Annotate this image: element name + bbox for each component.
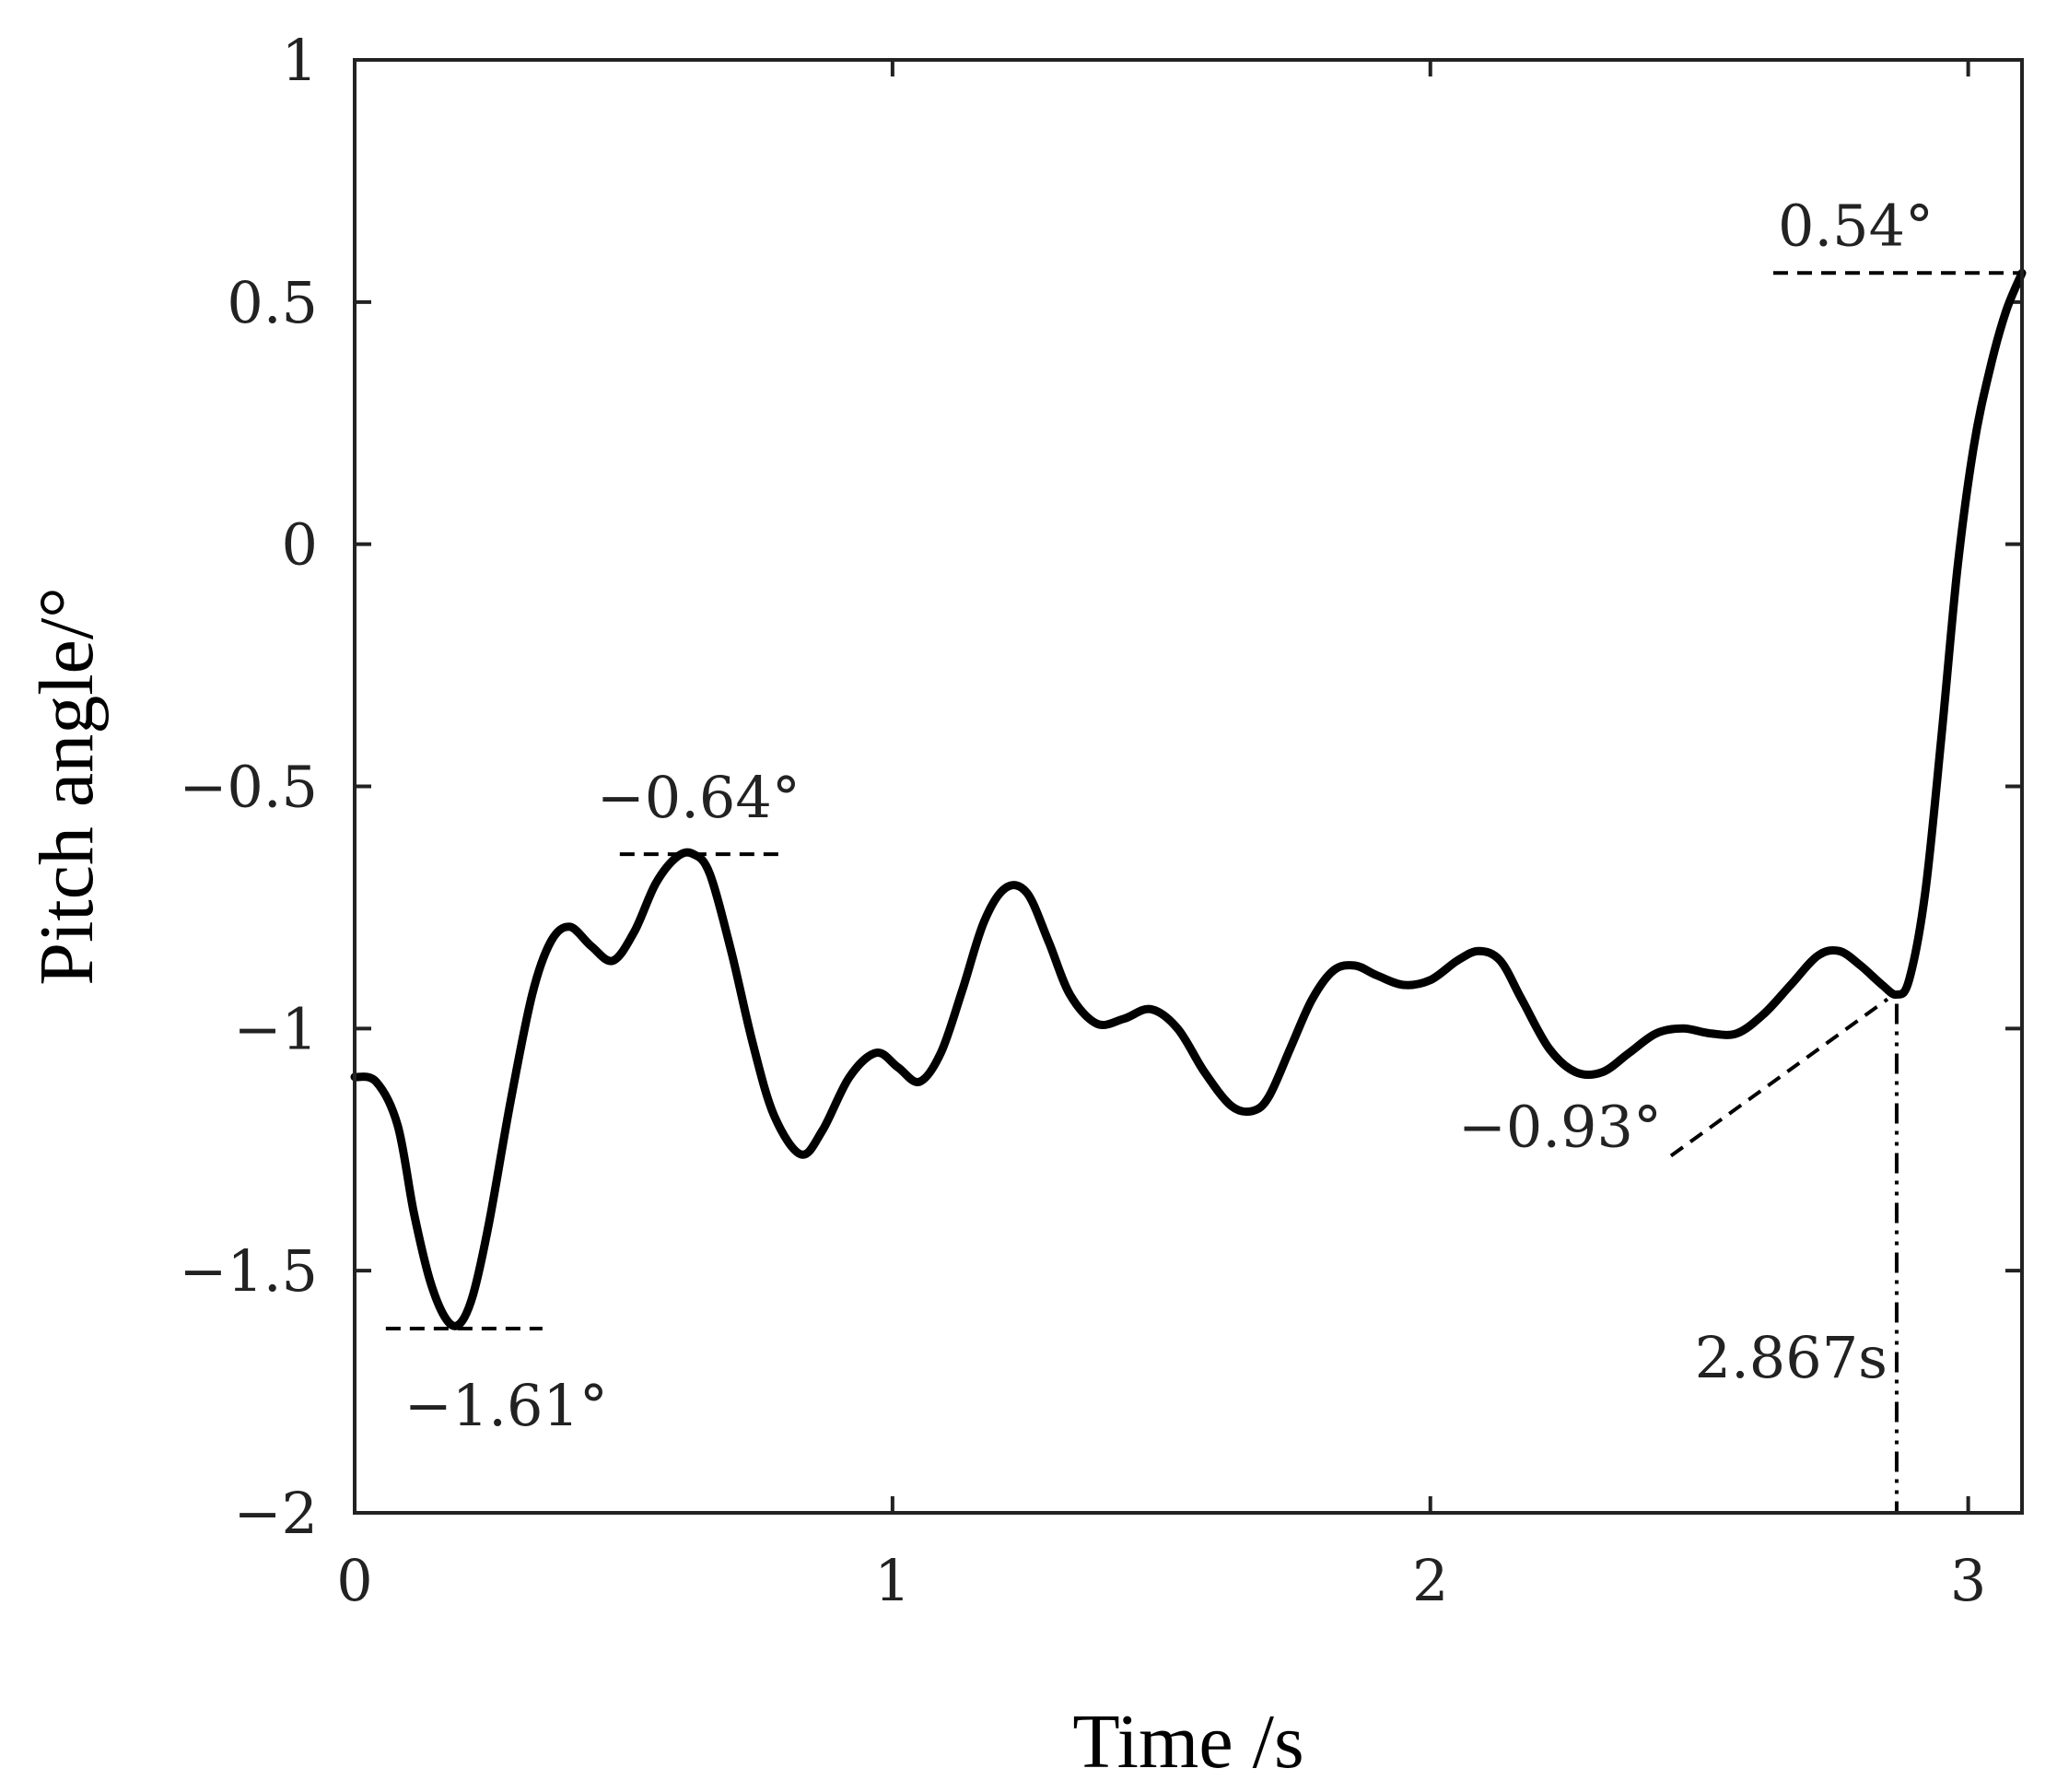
annotation-peak-pitch: −0.64° [597,764,801,831]
x-tick-label: 3 [1950,1547,1986,1614]
y-tick-labels: 1 0.5 0 −0.5 −1 −1.5 −2 [179,27,318,1547]
plot-frame [353,58,2024,1515]
y-tick-label: 0 [282,511,318,579]
y-tick-label: 1 [282,27,318,94]
annotation-final-pitch: 0.54° [1778,192,1934,259]
reference-lines [385,271,2022,1513]
x-tick-label: 2 [1412,1547,1448,1614]
y-tick-label: −1.5 [179,1237,318,1305]
leader-line-local-min [1669,997,1889,1158]
x-tick-label: 1 [874,1547,910,1614]
x-tick-labels: 0 1 2 3 [336,1547,1986,1614]
annotation-local-min-pitch: −0.93° [1458,1094,1662,1161]
series-line [350,268,2027,1330]
annotation-time-marker: 2.867s [1695,1324,1888,1391]
x-tick-label: 0 [336,1547,372,1614]
x-axis-title: Time /s [1072,1699,1303,1785]
y-tick-label: −1 [234,995,318,1062]
annotation-min-pitch: −1.61° [404,1372,608,1439]
y-tick-label: −2 [234,1480,318,1547]
y-axis-title: Pitch angle/° [24,587,110,986]
y-tick-label: −0.5 [179,754,318,821]
y-tick-label: 0.5 [227,269,318,336]
annotations: −1.61° −0.64° −0.93° 0.54° 2.867s [404,192,1934,1439]
